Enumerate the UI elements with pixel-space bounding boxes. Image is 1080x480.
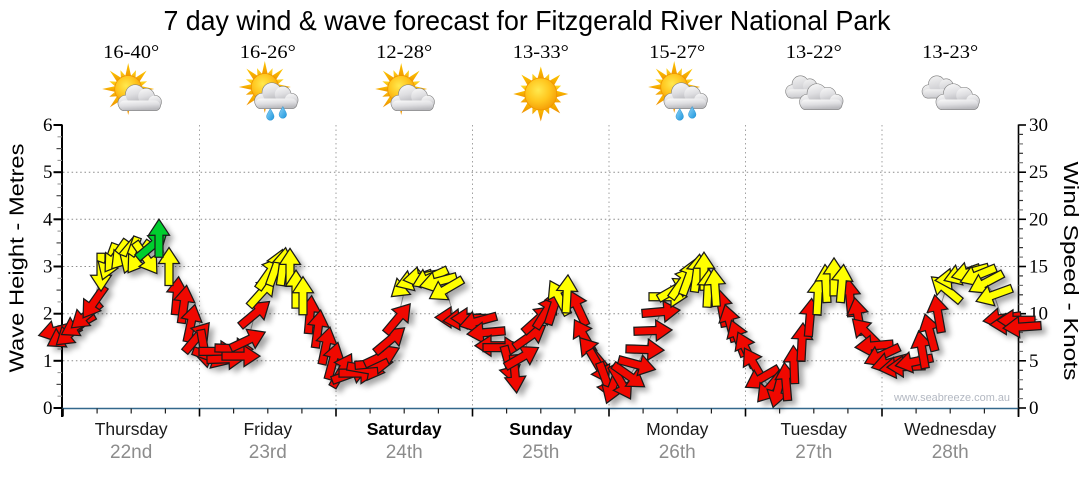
svg-text:27th: 27th (795, 442, 832, 463)
svg-text:23rd: 23rd (249, 442, 287, 463)
svg-text:1: 1 (43, 351, 53, 372)
svg-text:Wave Height - Metres: Wave Height - Metres (7, 144, 29, 373)
svg-text:3: 3 (43, 257, 53, 278)
svg-text:Monday: Monday (646, 419, 709, 439)
svg-text:Wind Speed - Knots: Wind Speed - Knots (1059, 162, 1080, 381)
svg-text:4: 4 (43, 209, 53, 230)
svg-text:6: 6 (43, 115, 53, 136)
svg-text:30: 30 (1029, 115, 1048, 136)
svg-text:Tuesday: Tuesday (781, 419, 848, 439)
svg-text:20: 20 (1029, 209, 1048, 230)
svg-text:13-23°: 13-23° (922, 43, 978, 63)
svg-text:28th: 28th (932, 442, 969, 463)
svg-text:Friday: Friday (243, 419, 292, 439)
svg-text:0: 0 (1029, 398, 1039, 419)
svg-text:16-26°: 16-26° (240, 43, 296, 63)
svg-text:0: 0 (43, 398, 53, 419)
svg-text:15-27°: 15-27° (649, 43, 705, 63)
svg-text:www.seabreeze.com.au: www.seabreeze.com.au (893, 392, 1010, 404)
svg-text:Thursday: Thursday (95, 419, 168, 439)
svg-text:15: 15 (1029, 257, 1048, 278)
svg-text:Sunday: Sunday (509, 419, 572, 439)
svg-text:5: 5 (1029, 351, 1039, 372)
svg-text:16-40°: 16-40° (103, 43, 159, 63)
svg-text:24th: 24th (386, 442, 423, 463)
svg-text:Saturday: Saturday (367, 419, 442, 439)
svg-text:26th: 26th (659, 442, 696, 463)
svg-text:13-22°: 13-22° (786, 43, 842, 63)
svg-text:Wednesday: Wednesday (904, 419, 996, 439)
svg-text:12-28°: 12-28° (376, 43, 432, 63)
svg-text:22nd: 22nd (110, 442, 152, 463)
svg-text:5: 5 (43, 162, 53, 183)
svg-text:25: 25 (1029, 162, 1048, 183)
svg-text:25th: 25th (522, 442, 559, 463)
svg-text:13-33°: 13-33° (513, 43, 569, 63)
svg-text:2: 2 (43, 304, 53, 325)
svg-text:7 day wind & wave forecast for: 7 day wind & wave forecast for Fitzgeral… (164, 5, 891, 36)
